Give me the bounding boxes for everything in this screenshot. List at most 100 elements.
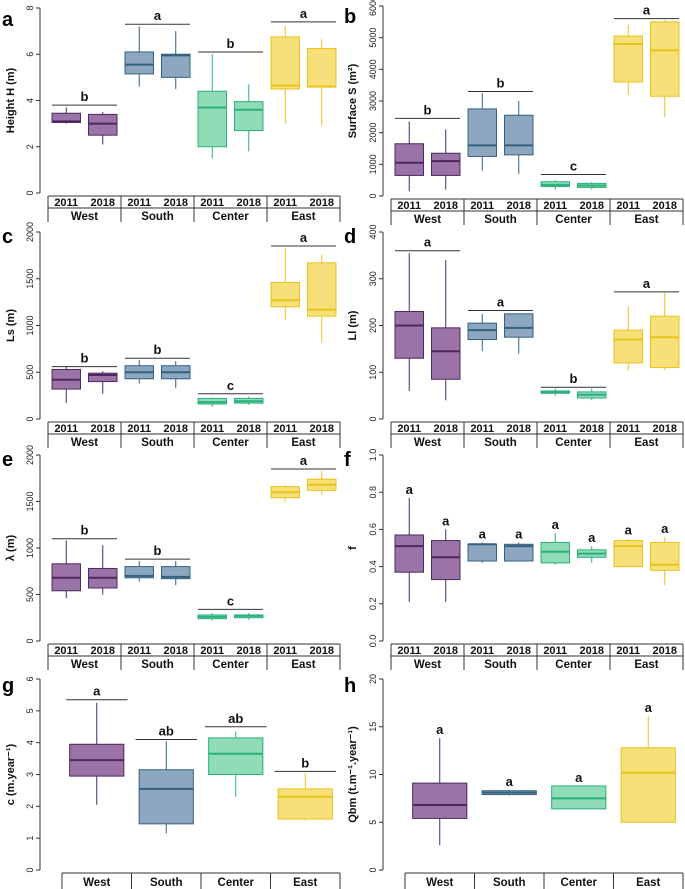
y-tick-label: 0 (25, 867, 35, 872)
box-east-2011 (270, 247, 300, 320)
y-axis-title: λ (m) (5, 535, 17, 562)
box-south-2011 (467, 313, 497, 352)
x-year-label: 2011 (397, 645, 421, 657)
panel-b: b 0 1000 2000 3000 4000 5000 6000 Surface S (m²)… (344, 0, 684, 226)
x-group-label: South (141, 437, 174, 449)
x-group-label: South (493, 877, 526, 889)
y-axis-title: Ls (m) (5, 309, 17, 342)
x-year-label: 2018 (237, 423, 261, 435)
significance-letter: a (300, 230, 308, 245)
panel-label: b (344, 6, 356, 28)
y-tick-label: 5 (25, 708, 35, 713)
significance-letter: a (625, 523, 633, 538)
x-year-label: 2011 (54, 645, 78, 657)
box-east-2018 (650, 20, 680, 117)
x-year-label: 2018 (310, 645, 334, 657)
y-tick-label: 1000 (368, 154, 378, 174)
y-tick-label: 6 (25, 676, 35, 681)
x-group-label: East (634, 437, 658, 449)
x-group-label: South (150, 877, 183, 889)
significance-letter: a (643, 3, 651, 18)
x-year-label: 2011 (127, 197, 151, 209)
x-year-label: 2018 (580, 645, 604, 657)
y-tick-label: 0 (25, 638, 35, 643)
significance-letter: a (588, 530, 596, 545)
panel-label: c (2, 226, 13, 248)
x-year-label: 2011 (127, 423, 151, 435)
box-iqr (431, 152, 461, 176)
x-year-label: 2018 (91, 423, 115, 435)
y-tick-label: 10 (368, 769, 378, 779)
box-south-2018 (161, 31, 191, 89)
y-tick-label: 100 (368, 365, 378, 380)
y-tick-label: 1 (25, 836, 35, 841)
x-year-label: 2018 (653, 200, 677, 212)
y-tick-label: 4 (25, 740, 35, 745)
panel-label: a (2, 9, 14, 31)
box-iqr (613, 35, 643, 83)
box-iqr (197, 90, 227, 148)
box-west (69, 702, 125, 805)
box-south-2018 (504, 313, 534, 354)
significance-letter: a (424, 235, 432, 250)
box-iqr (650, 315, 680, 369)
box-west-2018 (431, 260, 461, 401)
box-center-2018 (577, 388, 607, 401)
significance-letter: a (300, 6, 308, 21)
box-iqr (88, 113, 118, 136)
x-year-label: 2011 (470, 200, 494, 212)
x-group-label: Center (555, 214, 592, 226)
box-west-2018 (431, 129, 461, 190)
x-group-label: West (414, 659, 441, 671)
x-year-label: 2011 (397, 423, 421, 435)
significance-letter: a (515, 526, 523, 541)
x-year-label: 2011 (200, 423, 224, 435)
box-west-2011 (51, 107, 81, 124)
panel-label: g (2, 675, 14, 697)
box-iqr (51, 112, 81, 123)
y-tick-label: 8 (25, 5, 35, 10)
box-east (620, 716, 676, 823)
significance-letter: ab (159, 723, 174, 738)
box-east-2018 (307, 39, 337, 126)
x-year-label: 2018 (507, 423, 531, 435)
panel-h: h 0 5 10 15 20 Qbm (t.m⁻¹.year⁻¹) a a a a West South… (344, 674, 684, 889)
x-group-label: Center (561, 877, 598, 889)
x-year-label: 2011 (397, 200, 421, 212)
significance-letter: b (301, 755, 309, 770)
y-tick-label: 400 (368, 224, 378, 239)
panel-label: f (344, 449, 351, 471)
y-tick-label: 2000 (368, 123, 378, 143)
x-year-label: 2018 (507, 645, 531, 657)
x-year-label: 2011 (54, 197, 78, 209)
box-west-2018 (88, 545, 118, 595)
significance-letter: a (643, 276, 651, 291)
box-east-2011 (270, 484, 300, 502)
x-year-label: 2018 (434, 200, 458, 212)
box-east-2011 (613, 25, 643, 95)
y-tick-label: 500 (25, 587, 35, 602)
box-iqr (431, 327, 461, 380)
box-iqr (394, 143, 424, 176)
box-south-2018 (161, 361, 191, 389)
x-group-label: East (636, 877, 660, 889)
y-tick-label: 4000 (368, 59, 378, 79)
box-iqr (467, 322, 497, 341)
x-year-label: 2018 (580, 200, 604, 212)
box-iqr (307, 47, 337, 88)
x-group-label: Center (212, 211, 249, 223)
significance-letter: c (227, 378, 234, 393)
box-iqr (161, 566, 191, 580)
x-year-label: 2018 (653, 423, 677, 435)
x-group-label: West (83, 877, 110, 889)
x-group-label: East (291, 437, 315, 449)
x-group-label: West (414, 214, 441, 226)
y-tick-label: 5000 (368, 28, 378, 48)
box-iqr (270, 36, 300, 90)
box-south-2011 (467, 542, 497, 563)
box-east-2018 (307, 254, 337, 343)
x-group-label: East (293, 877, 317, 889)
significance-letter: b (81, 89, 89, 104)
box-south-2018 (504, 101, 534, 174)
